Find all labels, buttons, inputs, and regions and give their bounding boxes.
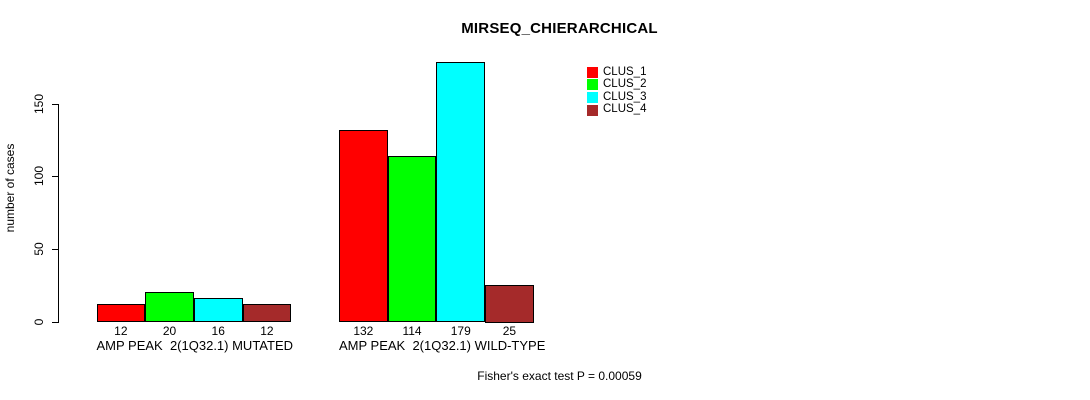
y-axis-tick-label: 150 — [32, 93, 46, 114]
bar-clus_2-group1 — [145, 292, 194, 323]
bar-value-label: 114 — [402, 324, 422, 338]
y-axis-tick — [52, 103, 59, 105]
bar-clus_3-group1 — [193, 298, 243, 323]
y-axis-tick — [52, 176, 59, 178]
y-axis-tick — [52, 321, 59, 323]
legend: CLUS_1 CLUS_2 CLUS_3 CLUS_4 — [587, 66, 646, 116]
bar-value-label: 12 — [114, 324, 128, 338]
legend-label: CLUS_3 — [603, 90, 647, 103]
bar-clus_4-group1 — [242, 304, 292, 323]
legend-swatch-icon — [587, 104, 598, 116]
bar-value-label: 132 — [353, 324, 374, 338]
bar-value-label: 25 — [502, 324, 517, 338]
legend-label: CLUS_1 — [603, 65, 647, 78]
y-axis-tick — [52, 248, 59, 250]
y-axis-tick-label: 0 — [32, 318, 46, 325]
bar-clus_3-group2 — [436, 61, 486, 323]
y-axis-tick-label: 100 — [32, 166, 46, 187]
legend-swatch-icon — [587, 91, 598, 103]
legend-item: CLUS_1 — [587, 66, 646, 79]
bar-value-label: 179 — [450, 324, 471, 338]
bar-clus_4-group2 — [485, 285, 534, 323]
legend-swatch-icon — [587, 79, 598, 91]
bar-clus_1-group2 — [339, 129, 388, 323]
legend-swatch-icon — [587, 66, 598, 78]
x-axis-group-label: AMP PEAK 2(1Q32.1) MUTATED — [96, 338, 294, 353]
fisher-test-caption: Fisher's exact test P = 0.00059 — [477, 369, 642, 383]
x-axis-group-label: AMP PEAK 2(1Q32.1) WILD-TYPE — [339, 338, 546, 353]
bar-value-label: 12 — [260, 324, 274, 338]
legend-item: CLUS_2 — [587, 79, 646, 92]
legend-label: CLUS_4 — [603, 103, 647, 116]
bar-clus_1-group1 — [96, 304, 146, 323]
bar-value-label: 16 — [211, 324, 225, 338]
y-axis-title: number of cases — [3, 143, 17, 233]
bar-clus_2-group2 — [387, 155, 437, 323]
bar-value-label: 20 — [162, 324, 177, 338]
y-axis-line — [58, 103, 59, 323]
y-axis-tick-label: 50 — [32, 242, 46, 256]
legend-item: CLUS_3 — [587, 91, 646, 104]
chart-title: MIRSEQ_CHIERARCHICAL — [461, 20, 658, 37]
legend-label: CLUS_2 — [603, 78, 647, 91]
legend-item: CLUS_4 — [587, 104, 646, 117]
